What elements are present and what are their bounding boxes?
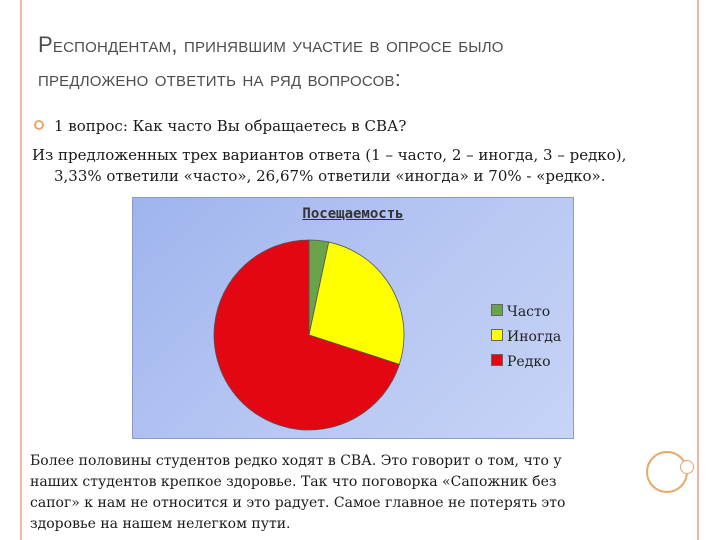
chart-title: Посещаемость (302, 206, 404, 222)
legend-swatch-2 (491, 329, 503, 341)
bullet-circle-icon (34, 120, 44, 130)
legend-item-1: Часто (491, 300, 561, 325)
legend-item-2: Иногда (491, 325, 561, 350)
slide-frame-left (20, 0, 22, 540)
conclusion-line-3: сапог» к нам не относится и это радует. … (30, 495, 566, 511)
answer-summary-line-1: Из предложенных трех вариантов ответа (1… (32, 146, 627, 164)
pie-slice-2 (308, 241, 405, 365)
question-bullet: 1 вопрос: Как часто Вы обращаетесь в СВА… (34, 116, 674, 136)
decorative-dot (680, 460, 694, 474)
conclusion-line-2: наших студентов крепкое здоровье. Так чт… (30, 474, 557, 490)
legend-item-3: Редко (491, 350, 561, 375)
answer-summary: Из предложенных трех вариантов ответа (1… (32, 145, 692, 187)
legend-label-1: Часто (507, 304, 551, 320)
pie-chart: Посещаемость Часто Иногда Редко (132, 197, 574, 439)
question-text: 1 вопрос: Как часто Вы обращаетесь в СВА… (54, 117, 407, 135)
slide-title: Респондентам, принявшим участие в опросе… (38, 28, 678, 96)
pie-slice-3 (213, 239, 400, 431)
chart-legend: Часто Иногда Редко (491, 300, 561, 375)
answer-summary-line-2: 3,33% ответили «часто», 26,67% ответили … (54, 167, 606, 185)
legend-label-3: Редко (507, 354, 551, 370)
conclusion-line-4: здоровье на нашем нелегком пути. (30, 516, 291, 532)
slide-frame-right (697, 0, 699, 540)
conclusion-line-1: Более половины студентов редко ходят в С… (30, 453, 562, 469)
slide-title-line-1: Респондентам, принявшим участие в опросе… (38, 32, 504, 57)
legend-label-2: Иногда (507, 329, 562, 345)
pie-chart-canvas (213, 239, 405, 431)
legend-swatch-3 (491, 354, 503, 366)
slide-title-line-2: предложено ответить на ряд вопросов: (38, 66, 402, 91)
legend-swatch-1 (491, 304, 503, 316)
conclusion-text: Более половины студентов редко ходят в С… (30, 451, 670, 535)
